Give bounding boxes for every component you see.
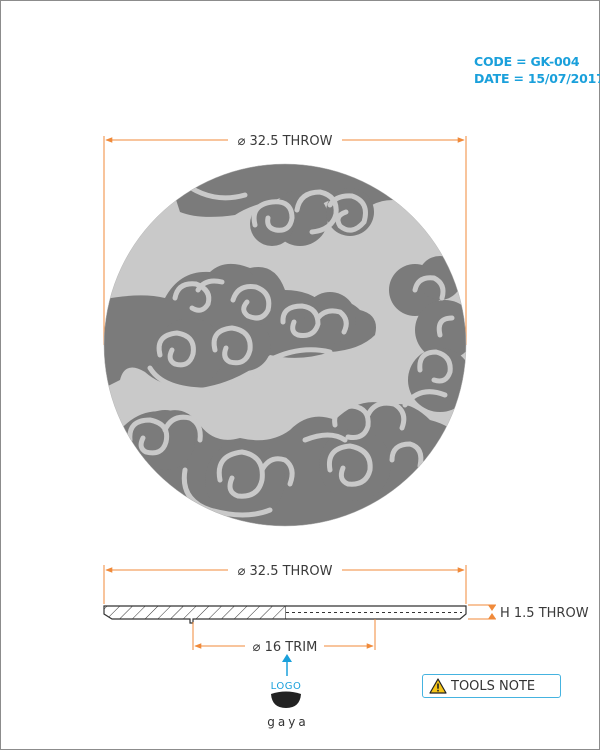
height-label: H 1.5 THROW: [500, 606, 589, 621]
top-diameter-dimension: ⌀ 32.5 THROW: [103, 134, 467, 345]
tools-note-box: TOOLS NOTE: [422, 674, 561, 698]
trim-dimension: ⌀ 16 TRIM: [192, 619, 376, 655]
date-label: DATE = 15/07/2017: [474, 71, 600, 86]
brand-name: gaya: [267, 715, 308, 729]
trim-label: ⌀ 16 TRIM: [253, 640, 318, 655]
code-label: CODE = GK-004: [474, 54, 580, 69]
tools-note-label: TOOLS NOTE: [451, 678, 536, 694]
side-diameter-label: ⌀ 32.5 THROW: [238, 564, 333, 579]
logo-callout: LOGO gaya: [267, 654, 308, 729]
warning-icon: [429, 678, 447, 694]
disc-side-view: [103, 605, 467, 624]
side-diameter-dimension: ⌀ 32.5 THROW: [103, 564, 467, 604]
logo-label: LOGO: [271, 681, 302, 692]
height-dimension: H 1.5 THROW: [468, 604, 589, 621]
drawing-meta: CODE = GK-004 DATE = 15/07/2017: [474, 53, 600, 87]
top-diameter-label: ⌀ 32.5 THROW: [238, 134, 333, 149]
disc-top-view: [103, 163, 467, 527]
bowl-logo-icon: [271, 691, 301, 708]
